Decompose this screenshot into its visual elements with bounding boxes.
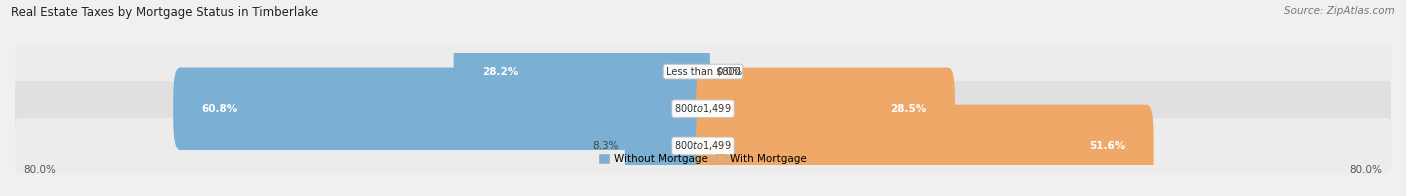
Text: 51.6%: 51.6% xyxy=(1090,141,1125,151)
Text: 60.8%: 60.8% xyxy=(201,104,238,114)
Text: 80.0%: 80.0% xyxy=(1350,165,1382,175)
Text: 0.0%: 0.0% xyxy=(716,67,742,77)
Text: $800 to $1,499: $800 to $1,499 xyxy=(675,139,731,152)
Text: $800 to $1,499: $800 to $1,499 xyxy=(675,102,731,115)
FancyBboxPatch shape xyxy=(173,68,710,150)
Text: 8.3%: 8.3% xyxy=(592,141,619,151)
FancyBboxPatch shape xyxy=(15,118,1391,174)
FancyBboxPatch shape xyxy=(454,30,710,113)
Text: Source: ZipAtlas.com: Source: ZipAtlas.com xyxy=(1284,6,1395,16)
Text: Real Estate Taxes by Mortgage Status in Timberlake: Real Estate Taxes by Mortgage Status in … xyxy=(11,6,319,19)
FancyBboxPatch shape xyxy=(15,44,1391,100)
FancyBboxPatch shape xyxy=(696,105,1154,187)
FancyBboxPatch shape xyxy=(624,105,710,187)
Text: 28.2%: 28.2% xyxy=(482,67,519,77)
FancyBboxPatch shape xyxy=(15,81,1391,137)
Text: 28.5%: 28.5% xyxy=(890,104,927,114)
FancyBboxPatch shape xyxy=(696,68,955,150)
Legend: Without Mortgage, With Mortgage: Without Mortgage, With Mortgage xyxy=(595,150,811,168)
Text: Less than $800: Less than $800 xyxy=(665,67,741,77)
Text: 80.0%: 80.0% xyxy=(24,165,56,175)
